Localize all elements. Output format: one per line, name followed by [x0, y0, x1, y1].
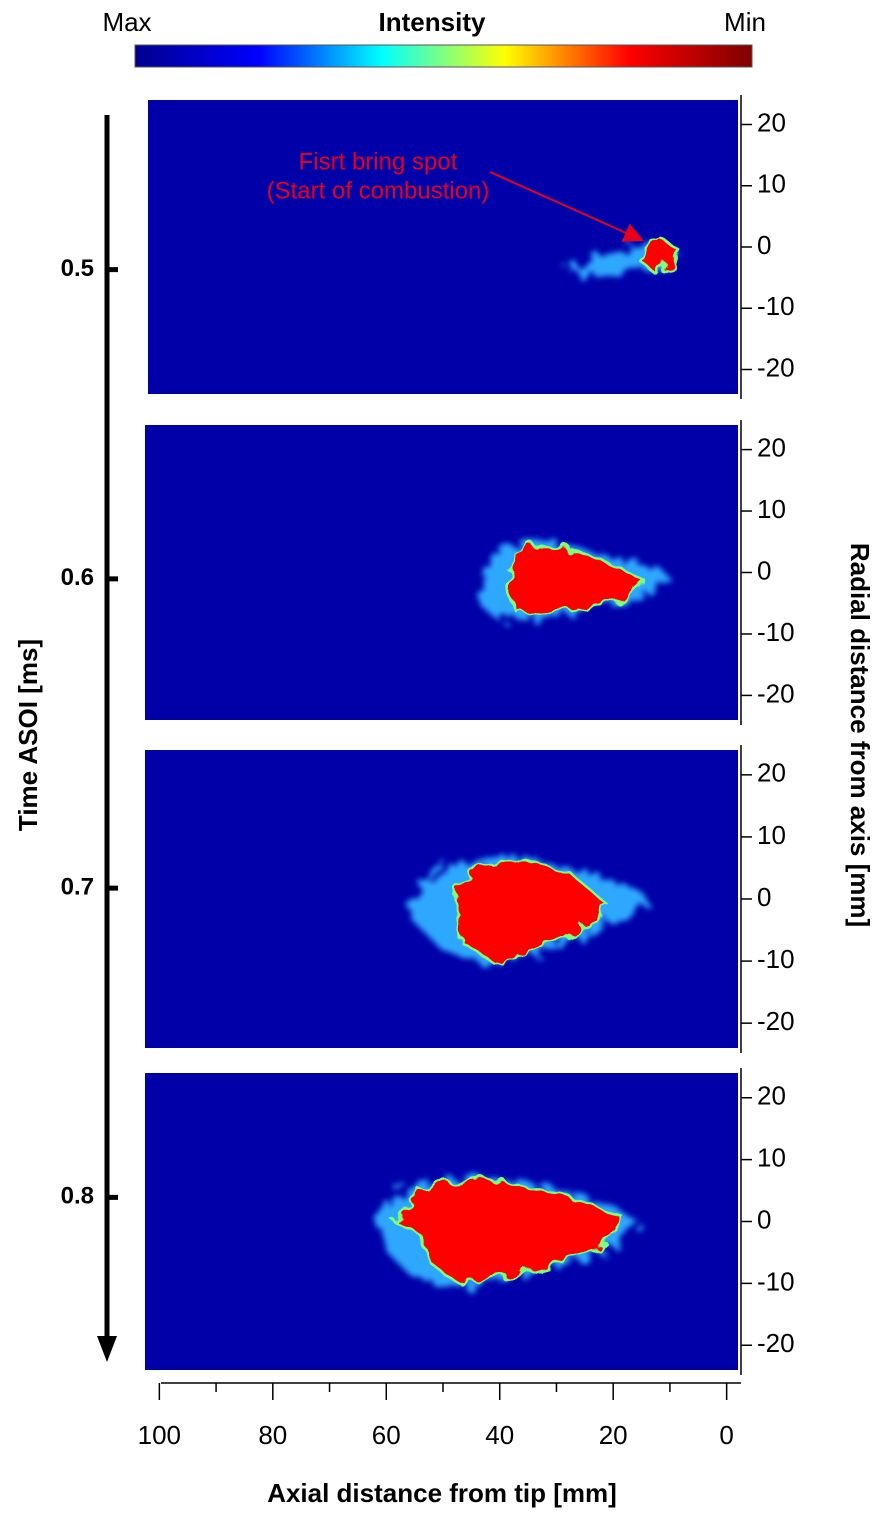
colorbar-max: Max — [102, 7, 151, 37]
colorbar — [134, 44, 753, 68]
flame — [480, 538, 672, 622]
time-tick-label: 0.8 — [61, 1183, 94, 1210]
flame-core — [397, 1179, 621, 1283]
y-tick-label: -10 — [757, 944, 795, 974]
x-tick-label: 80 — [258, 1420, 287, 1450]
x-tick-label: 0 — [719, 1420, 733, 1450]
y-tick-label: 0 — [757, 230, 771, 260]
x-tick-label: 60 — [372, 1420, 401, 1450]
annotation-arrow — [489, 171, 644, 242]
colorbar-min: Min — [724, 7, 766, 37]
y-tick-label: 10 — [757, 820, 786, 850]
panel — [148, 100, 738, 394]
y-tick-label: -20 — [757, 352, 795, 382]
time-arrow-head — [97, 1336, 117, 1362]
y-tick-label: -10 — [757, 1266, 795, 1296]
y-tick-label: -10 — [757, 617, 795, 647]
flame — [410, 855, 650, 968]
y-tick-label: 20 — [757, 1081, 786, 1111]
panel — [145, 425, 738, 720]
y-tick-label: 20 — [757, 758, 786, 788]
y-tick-label: 10 — [757, 169, 786, 199]
y-tick-label: -20 — [757, 1006, 795, 1036]
time-axis-label: Time ASOI [ms] — [13, 639, 43, 831]
y-tick-label: 20 — [757, 107, 786, 137]
y-axis-label: Radial distance from axis [mm] — [845, 543, 875, 927]
y-tick-label: -20 — [757, 1328, 795, 1358]
flame-core — [457, 859, 606, 963]
time-tick-label: 0.7 — [61, 873, 94, 900]
x-tick-label: 20 — [599, 1420, 628, 1450]
annotation-text: (Start of combustion) — [267, 177, 490, 204]
y-tick-label: 0 — [757, 555, 771, 585]
y-tick-label: 10 — [757, 494, 786, 524]
y-tick-label: -20 — [757, 678, 795, 708]
flame — [565, 236, 680, 276]
annotation-text: Fisrt bring spot — [299, 148, 458, 175]
x-tick-label: 40 — [485, 1420, 514, 1450]
colorbar-title: Intensity — [379, 7, 486, 37]
x-tick-label: 100 — [138, 1420, 181, 1450]
time-tick-label: 0.6 — [61, 564, 94, 591]
panel — [145, 750, 738, 1048]
time-tick-label: 0.5 — [61, 255, 94, 282]
y-tick-label: 10 — [757, 1143, 786, 1173]
y-tick-label: 0 — [757, 1204, 771, 1234]
flame-core — [641, 239, 677, 269]
x-axis-label: Axial distance from tip [mm] — [267, 1478, 617, 1508]
flame — [375, 1175, 640, 1288]
y-tick-label: 20 — [757, 432, 786, 462]
y-tick-label: -10 — [757, 291, 795, 321]
y-tick-label: 0 — [757, 882, 771, 912]
panel — [145, 1073, 738, 1370]
flame-core — [509, 547, 641, 613]
